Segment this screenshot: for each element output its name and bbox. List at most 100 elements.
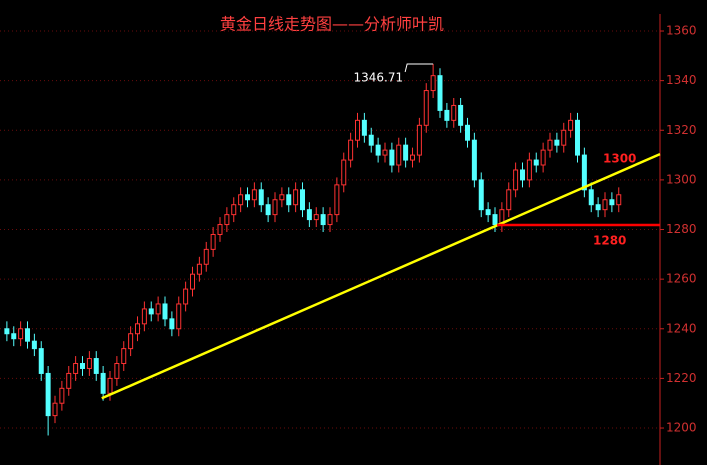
candle-body: [375, 144, 381, 156]
candle-body: [547, 139, 553, 151]
candle-body: [506, 189, 512, 211]
candle-body: [190, 273, 195, 290]
candle-body: [444, 109, 450, 121]
candle-body: [410, 154, 415, 161]
candle-body: [38, 348, 44, 374]
candle-body: [148, 308, 154, 315]
candle-body: [361, 119, 367, 136]
candle-body: [52, 402, 58, 417]
candle-body: [107, 377, 113, 394]
candle-body: [251, 189, 257, 201]
candle-body: [18, 328, 24, 340]
y-tick-label: 1260: [666, 272, 697, 286]
candle-body: [382, 149, 388, 156]
candle-body: [80, 363, 85, 369]
candle-body: [313, 214, 319, 221]
candle-body: [355, 119, 360, 141]
candle-body: [4, 328, 10, 335]
candle-body: [100, 372, 106, 394]
candle-body: [458, 104, 464, 126]
candle-body: [66, 372, 72, 389]
candle-body: [231, 204, 237, 216]
candle-body: [176, 303, 182, 330]
candle-body: [327, 214, 333, 226]
candle-body: [540, 149, 546, 166]
candle-body: [258, 189, 264, 206]
candle-body: [128, 333, 134, 350]
annotation: 1300: [603, 152, 636, 166]
candle-body: [575, 119, 580, 156]
candle-body: [121, 348, 127, 365]
candle-body: [348, 139, 354, 161]
candle-body: [602, 199, 608, 211]
candle-body: [520, 169, 525, 181]
candle-body: [11, 333, 17, 340]
trend-line: [101, 152, 661, 400]
candle-body: [368, 134, 374, 146]
candle-body: [203, 248, 209, 265]
annotation: 1280: [593, 234, 626, 248]
candle-body: [135, 323, 140, 335]
candle-body: [45, 372, 51, 417]
y-tick-label: 1200: [666, 421, 697, 435]
candle-body: [238, 194, 244, 206]
candle-body: [86, 358, 92, 369]
candle-body: [141, 308, 147, 325]
candle-body: [279, 194, 285, 201]
candle-body: [320, 214, 326, 226]
y-tick-label: 1360: [666, 24, 697, 38]
candle-body: [595, 204, 601, 211]
candle-body: [265, 204, 271, 216]
candle-body: [451, 104, 457, 121]
candle-body: [93, 358, 99, 374]
candle-body: [430, 75, 436, 92]
y-tick-label: 1280: [666, 222, 697, 236]
candle-body: [396, 144, 402, 166]
candle-body: [492, 214, 498, 226]
candle-body: [293, 189, 299, 206]
candle-body: [31, 340, 37, 350]
candle-body: [155, 303, 161, 315]
candle-body: [272, 199, 278, 216]
candle-body: [581, 154, 587, 191]
candle-body: [554, 139, 560, 146]
candle-body: [526, 159, 532, 181]
candle-body: [341, 159, 347, 186]
candle-body: [210, 233, 216, 250]
y-tick-label: 1220: [666, 371, 697, 385]
candle-body: [609, 199, 615, 206]
candle-body: [162, 303, 168, 320]
candle-body: [286, 194, 292, 206]
candle-body: [403, 144, 409, 161]
candle-body: [416, 124, 422, 156]
candle-body: [561, 129, 567, 146]
candle-body: [196, 263, 202, 275]
candle-body: [588, 189, 594, 206]
candle-body: [616, 194, 622, 206]
y-tick-label: 1240: [666, 321, 697, 335]
candle-body: [169, 318, 175, 330]
candle-body: [471, 139, 477, 181]
y-tick-label: 1340: [666, 73, 697, 87]
candle-body: [485, 209, 491, 216]
candle-body: [334, 184, 340, 216]
candle-body: [513, 169, 519, 191]
peak-connector: [404, 63, 434, 73]
candle-body: [465, 124, 470, 141]
candle-body: [59, 387, 65, 404]
y-tick-label: 1300: [666, 172, 697, 186]
candle-body: [73, 363, 79, 374]
candle-body: [217, 224, 223, 235]
candle-body: [224, 214, 230, 226]
candle-body: [437, 75, 443, 111]
peak-label: 1346.71: [354, 70, 404, 84]
candle-body: [306, 209, 312, 221]
y-tick-label: 1320: [666, 123, 697, 137]
candle-body: [114, 363, 120, 379]
candle-body: [25, 328, 30, 342]
candle-body: [478, 179, 484, 211]
candle-body: [183, 288, 189, 305]
candle-body: [533, 159, 539, 166]
candle-body: [568, 119, 574, 131]
